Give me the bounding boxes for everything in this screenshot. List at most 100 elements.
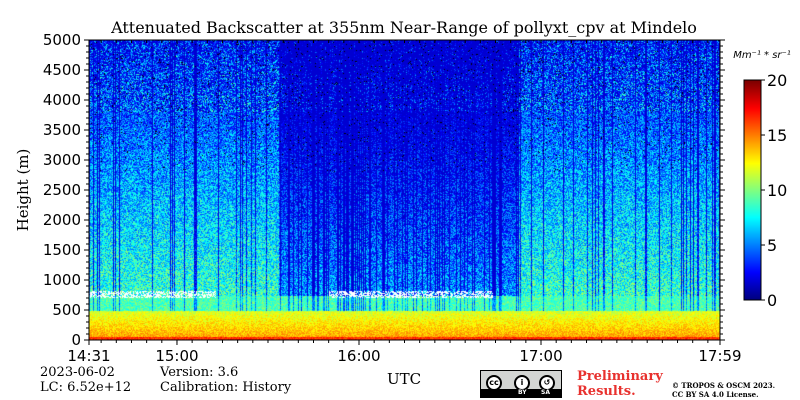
colorbar-segment xyxy=(744,240,761,243)
colorbar-segment xyxy=(744,288,761,291)
colorbar-segment xyxy=(744,272,761,275)
colorbar-segment xyxy=(744,134,761,137)
colorbar-segment xyxy=(744,234,761,237)
colorbar-segment xyxy=(744,154,761,157)
colorbar-segment xyxy=(744,162,761,165)
colorbar-segment xyxy=(744,116,761,119)
colorbar-segment xyxy=(744,210,761,213)
colorbar-tick-label: 15 xyxy=(767,126,787,145)
colorbar-segment xyxy=(744,86,761,89)
colorbar-segment xyxy=(744,192,761,195)
colorbar-segment xyxy=(744,144,761,147)
y-axis-label: Height (m) xyxy=(14,149,32,232)
colorbar-segment xyxy=(744,190,761,193)
colorbar-segment xyxy=(744,148,761,151)
colorbar-segment xyxy=(744,188,761,191)
colorbar-label: Mm⁻¹ * sr⁻¹ xyxy=(733,50,791,61)
colorbar-segment xyxy=(744,270,761,273)
colorbar-segment xyxy=(744,110,761,113)
colorbar-segment xyxy=(744,130,761,133)
y-tick-label: 2000 xyxy=(43,211,81,229)
colorbar-segment xyxy=(744,146,761,149)
y-tick-label: 2500 xyxy=(43,181,81,199)
colorbar-segment xyxy=(744,174,761,177)
colorbar-segment xyxy=(744,224,761,227)
colorbar-segment xyxy=(744,168,761,171)
colorbar-segment xyxy=(744,256,761,259)
colorbar-segment xyxy=(744,120,761,123)
colorbar-segment xyxy=(744,124,761,127)
colorbar-segment xyxy=(744,222,761,225)
colorbar-segment xyxy=(744,128,761,131)
colorbar-segment xyxy=(744,196,761,199)
colorbar-segment xyxy=(744,158,761,161)
y-tick-label: 3500 xyxy=(43,121,81,139)
colorbar-segment xyxy=(744,218,761,221)
colorbar-tick-label: 10 xyxy=(767,181,787,200)
colorbar-segment xyxy=(744,118,761,121)
colorbar-segment xyxy=(744,92,761,95)
copyright-line2: CC BY SA 4.0 License. xyxy=(672,390,759,399)
colorbar-segment xyxy=(744,138,761,141)
colorbar-segment xyxy=(744,176,761,179)
colorbar-segment xyxy=(744,236,761,239)
colorbar-segment xyxy=(744,198,761,201)
colorbar-segment xyxy=(744,226,761,229)
colorbar-segment xyxy=(744,180,761,183)
colorbar-segment xyxy=(744,206,761,209)
colorbar-segment xyxy=(744,282,761,285)
colorbar-segment xyxy=(744,216,761,219)
colorbar-segment xyxy=(744,230,761,233)
y-tick-label: 1000 xyxy=(43,271,81,289)
colorbar-segment xyxy=(744,248,761,251)
colorbar-tick-label: 5 xyxy=(767,236,777,255)
colorbar-segment xyxy=(744,100,761,103)
colorbar: 0 5 10 15 20 xyxy=(743,71,787,310)
colorbar-segment xyxy=(744,228,761,231)
colorbar-segment xyxy=(744,152,761,155)
colorbar-segment xyxy=(744,244,761,247)
colorbar-segment xyxy=(744,140,761,143)
colorbar-segment xyxy=(744,150,761,153)
colorbar-segment xyxy=(744,204,761,207)
colorbar-segment xyxy=(744,142,761,145)
colorbar-segment xyxy=(744,194,761,197)
x-tick-label: 17:00 xyxy=(519,347,562,365)
colorbar-segment xyxy=(744,122,761,125)
cc-strip xyxy=(481,389,561,397)
colorbar-segment xyxy=(744,284,761,287)
colorbar-segment xyxy=(744,286,761,289)
sa-icon: ↺ xyxy=(539,375,555,391)
backscatter-heatmap xyxy=(89,40,720,340)
y-tick-label: 500 xyxy=(52,301,81,319)
colorbar-tick-label: 0 xyxy=(767,291,777,310)
colorbar-segment xyxy=(744,156,761,159)
colorbar-segment xyxy=(744,178,761,181)
colorbar-segment xyxy=(744,112,761,115)
colorbar-segment xyxy=(744,136,761,139)
chart-title: Attenuated Backscatter at 355nm Near-Ran… xyxy=(110,18,697,37)
x-axis: 14:31 15:00 16:00 17:00 17:59 xyxy=(67,40,742,365)
copyright-notice: © TROPOS & OSCM 2023. CC BY SA 4.0 Licen… xyxy=(672,381,775,399)
colorbar-segment xyxy=(744,202,761,205)
colorbar-segment xyxy=(744,280,761,283)
copyright-line1: © TROPOS & OSCM 2023. xyxy=(672,381,776,390)
x-tick-label: 14:31 xyxy=(67,347,110,365)
colorbar-segment xyxy=(744,160,761,163)
colorbar-segment xyxy=(744,108,761,111)
colorbar-segment xyxy=(744,296,761,299)
colorbar-segment xyxy=(744,82,761,85)
colorbar-segment xyxy=(744,114,761,117)
colorbar-tick-label: 20 xyxy=(767,71,787,90)
colorbar-segment xyxy=(744,266,761,269)
colorbar-segment xyxy=(744,274,761,277)
info-lc: LC: 6.52e+12 xyxy=(40,380,132,395)
colorbar-segment xyxy=(744,184,761,187)
colorbar-segment xyxy=(744,170,761,173)
colorbar-segment xyxy=(744,276,761,279)
colorbar-segment xyxy=(744,126,761,129)
colorbar-segment xyxy=(744,292,761,295)
x-tick-label: 15:00 xyxy=(155,347,198,365)
colorbar-segment xyxy=(744,172,761,175)
y-tick-label: 4500 xyxy=(43,61,81,79)
